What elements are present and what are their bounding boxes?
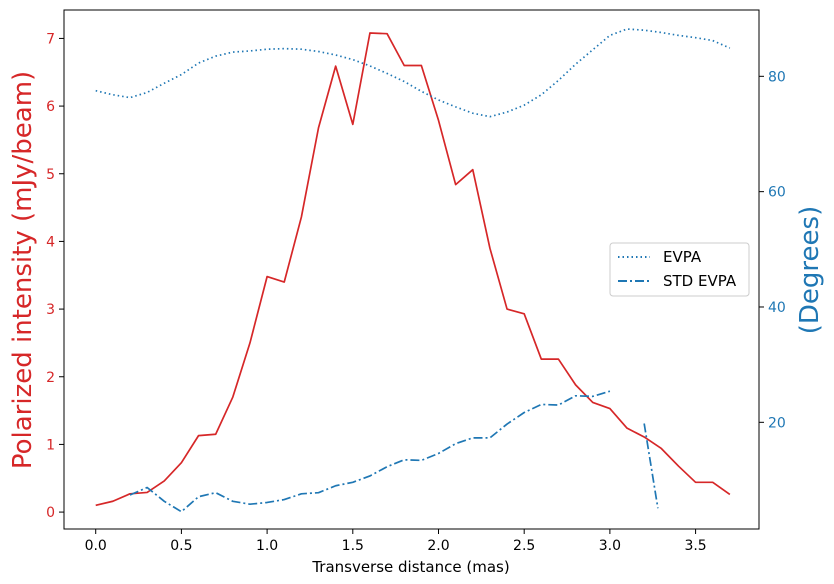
- y-axis-right: 20 40 60 80: [759, 69, 786, 431]
- x-axis-label: Transverse distance (mas): [311, 558, 509, 576]
- y-left-tick-label: 0: [46, 505, 55, 521]
- x-tick-label: 1.5: [342, 538, 364, 554]
- evpa-line: [95, 28, 731, 118]
- legend-label-evpa: EVPA: [663, 248, 702, 266]
- legend-box: [609, 242, 750, 297]
- y-right-tick-label: 40: [768, 300, 786, 316]
- legend-label-std-evpa: STD EVPA: [663, 272, 737, 290]
- legend: EVPA STD EVPA: [609, 242, 750, 297]
- y-axis-label-left: Polarized intensity (mJy/beam): [8, 71, 38, 469]
- std-evpa-line-segment-1: [129, 390, 611, 513]
- x-tick-label: 1.0: [256, 538, 278, 554]
- x-axis: 0.0 0.5 1.0 1.5 2.0 2.5 3.0 3.5: [85, 529, 707, 554]
- y-axis-left: 0 1 2 3 4 5 6 7: [46, 31, 64, 521]
- x-tick-label: 3.0: [599, 538, 621, 554]
- y-axis-label-right: (Degrees): [795, 206, 825, 334]
- y-left-tick-label: 1: [46, 437, 55, 453]
- std-evpa-line-segment-2: [643, 423, 659, 509]
- series-layer: [95, 28, 731, 513]
- y-left-tick-label: 3: [46, 302, 55, 318]
- y-left-tick-label: 6: [46, 99, 55, 115]
- x-tick-label: 0.5: [170, 538, 192, 554]
- y-right-tick-label: 20: [768, 415, 786, 431]
- y-right-tick-label: 80: [768, 69, 786, 85]
- y-left-tick-label: 7: [46, 31, 55, 47]
- y-left-tick-label: 5: [46, 167, 55, 183]
- x-tick-label: 2.0: [427, 538, 449, 554]
- x-tick-label: 3.5: [684, 538, 706, 554]
- plot-frame: [63, 9, 760, 530]
- x-tick-label: 2.5: [513, 538, 535, 554]
- y-left-tick-label: 2: [46, 370, 55, 386]
- y-left-tick-label: 4: [46, 234, 55, 250]
- x-tick-label: 0.0: [85, 538, 107, 554]
- intensity-line: [95, 32, 731, 507]
- y-right-tick-label: 60: [768, 185, 786, 201]
